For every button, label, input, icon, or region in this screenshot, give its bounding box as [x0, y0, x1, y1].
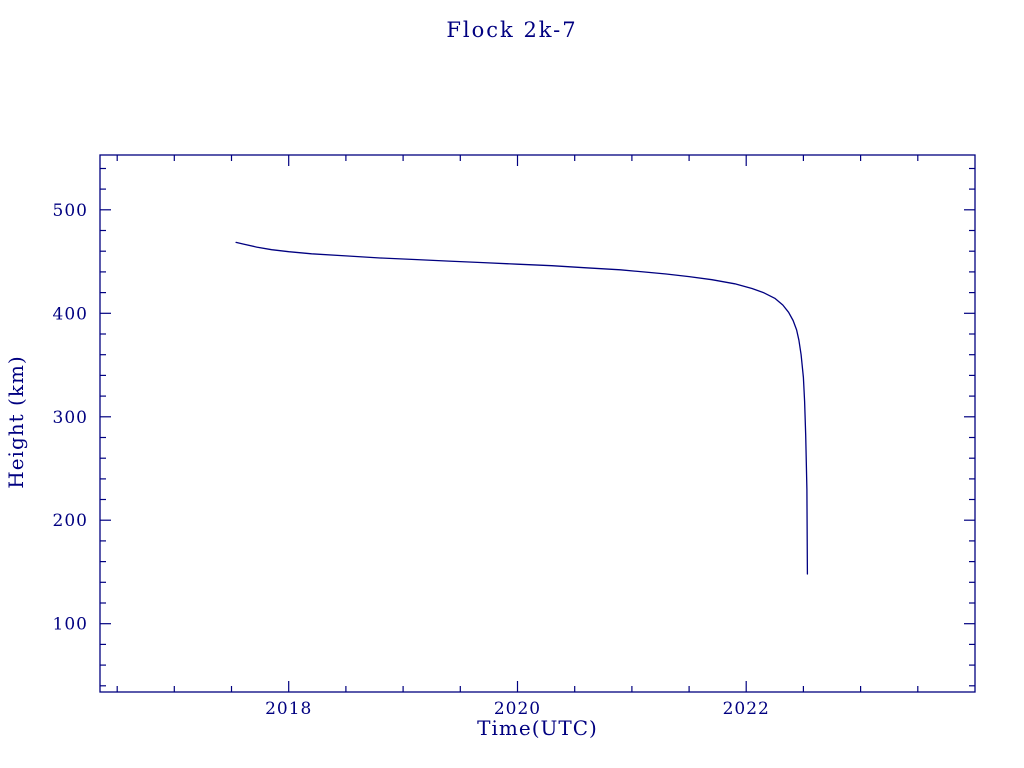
x-tick-label: 2018 [265, 699, 312, 719]
y-tick-label: 500 [53, 201, 88, 221]
chart-title: Flock 2k-7 [446, 18, 578, 42]
x-axis-label: Time(UTC) [477, 716, 598, 740]
y-tick-label: 200 [53, 511, 88, 531]
decay-line [235, 241, 809, 575]
x-tick-label: 2020 [494, 699, 541, 719]
plot-frame [99, 154, 976, 693]
y-tick-label: 400 [53, 304, 88, 324]
x-tick-label: 2022 [723, 699, 770, 719]
y-tick-label: 300 [53, 408, 88, 428]
y-tick-label: 100 [53, 615, 88, 635]
